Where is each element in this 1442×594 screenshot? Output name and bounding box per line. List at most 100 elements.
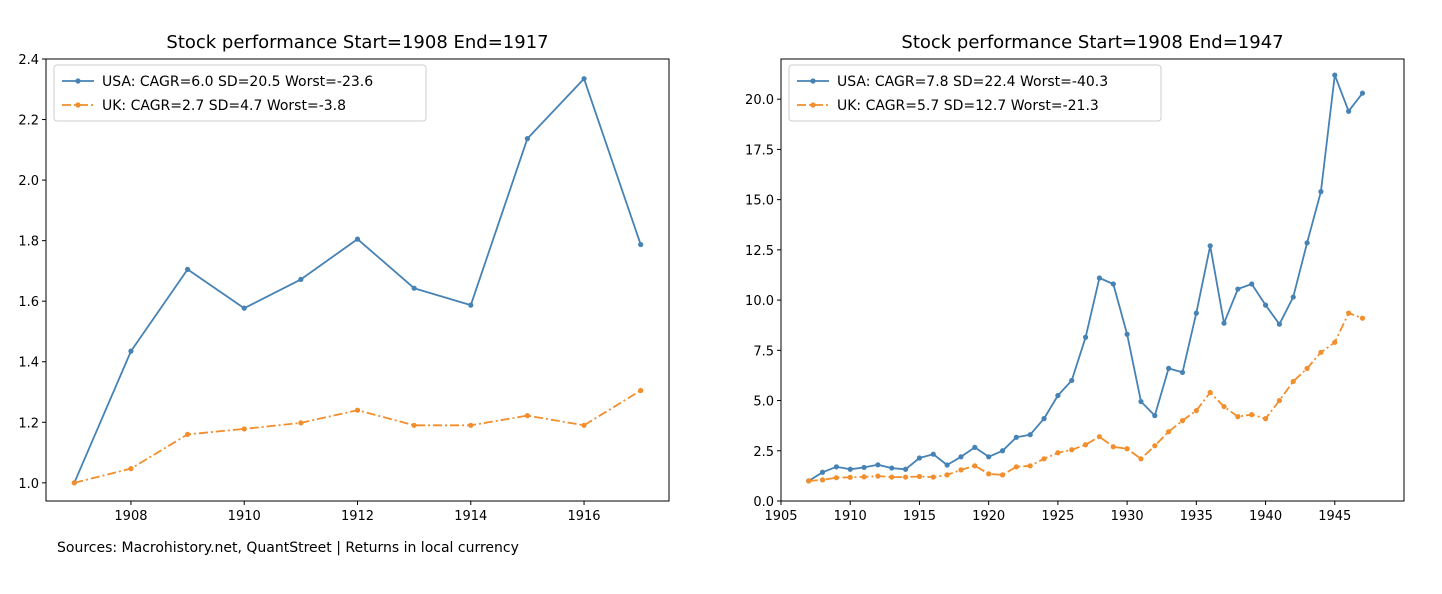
data-point <box>1152 443 1158 449</box>
data-point <box>1152 413 1158 419</box>
data-point <box>354 407 361 413</box>
x-tick-label: 1914 <box>454 509 487 524</box>
data-point <box>1138 456 1144 462</box>
data-point <box>128 348 134 354</box>
x-tick-label: 1912 <box>341 509 374 524</box>
plot-frame <box>780 58 1405 502</box>
data-point <box>1179 369 1186 376</box>
data-point <box>1276 321 1282 327</box>
y-tick-label: 20.0 <box>745 93 774 108</box>
data-point <box>847 474 853 480</box>
legend-marker-1 <box>810 78 816 84</box>
series-line-2 <box>808 312 1363 482</box>
data-point <box>958 467 964 473</box>
plot-frame <box>45 58 670 502</box>
y-tick-label: 2.2 <box>18 114 39 129</box>
data-point <box>411 285 417 291</box>
data-point <box>875 462 881 468</box>
data-point <box>581 422 587 428</box>
data-point <box>1346 310 1352 316</box>
data-point <box>861 474 867 480</box>
chart-2: Stock performance Start=1908 End=1947 190… <box>745 32 1405 524</box>
x-tick-label: 1945 <box>1318 509 1351 524</box>
data-point <box>903 474 909 480</box>
data-point <box>930 451 936 457</box>
data-point <box>1110 444 1116 450</box>
data-point <box>958 454 964 460</box>
data-point <box>903 466 909 472</box>
data-point <box>1304 240 1310 246</box>
y-tick-label: 10.0 <box>745 294 774 309</box>
source-note: Sources: Macrohistory.net, QuantStreet |… <box>57 540 519 556</box>
data-point <box>1082 442 1089 448</box>
data-point <box>889 465 895 471</box>
data-point <box>1332 339 1338 345</box>
data-point <box>944 472 950 478</box>
legend-label-1: USA: CAGR=7.8 SD=22.4 Worst=-40.3 <box>837 74 1108 90</box>
y-tick-label: 1.6 <box>18 295 39 310</box>
data-point <box>1262 416 1269 422</box>
data-point <box>916 473 923 480</box>
data-point <box>1318 189 1324 195</box>
legend-label-2: UK: CAGR=2.7 SD=4.7 Worst=-3.8 <box>102 98 346 114</box>
data-point <box>1249 281 1255 287</box>
data-point <box>972 444 978 450</box>
data-point <box>184 431 191 437</box>
x-tick-label: 1916 <box>567 509 600 524</box>
data-point <box>184 266 191 273</box>
data-point <box>861 464 867 471</box>
data-point <box>1069 447 1075 453</box>
data-point <box>1318 349 1324 355</box>
data-point <box>1027 463 1033 469</box>
data-point <box>1110 281 1116 287</box>
data-point <box>1041 456 1047 462</box>
data-point <box>1207 243 1213 249</box>
data-point <box>833 475 839 481</box>
data-point <box>1207 389 1213 396</box>
y-tick-label: 1.2 <box>18 416 39 431</box>
y-tick-label: 17.5 <box>745 143 774 158</box>
data-point <box>1359 90 1366 96</box>
data-point <box>638 387 644 394</box>
y-tick-label: 1.0 <box>18 477 39 492</box>
data-point <box>71 480 77 486</box>
x-tick-label: 1940 <box>1249 509 1282 524</box>
data-point <box>819 469 826 475</box>
data-point <box>354 236 361 242</box>
data-point <box>819 477 826 483</box>
data-point <box>1332 72 1338 78</box>
y-tick-label: 0.0 <box>753 495 774 510</box>
y-tick-label: 7.5 <box>753 344 774 359</box>
chart-1: Stock performance Start=1908 End=1917 190… <box>18 32 670 524</box>
data-point <box>1262 302 1269 308</box>
data-point <box>833 464 839 470</box>
data-point <box>1359 315 1366 321</box>
data-point <box>916 455 923 461</box>
series-line-2 <box>74 389 642 484</box>
data-point <box>1235 286 1241 292</box>
data-point <box>241 305 247 311</box>
data-point <box>1166 365 1172 371</box>
data-point <box>581 76 587 82</box>
data-point <box>1027 432 1033 438</box>
data-point <box>1055 450 1061 456</box>
data-point <box>806 478 812 484</box>
data-point <box>1193 407 1199 414</box>
y-tick-label: 2.5 <box>753 445 774 460</box>
data-point <box>1235 414 1241 420</box>
data-point <box>1096 275 1103 281</box>
data-point <box>1276 397 1282 404</box>
x-tick-label: 1910 <box>228 509 261 524</box>
legend-label-1: USA: CAGR=6.0 SD=20.5 Worst=-23.6 <box>102 74 373 90</box>
data-point <box>1193 310 1199 316</box>
legend-marker-2 <box>810 102 816 108</box>
data-point <box>986 454 992 460</box>
data-point <box>1290 378 1296 385</box>
data-point <box>986 471 992 477</box>
data-point <box>1290 294 1296 300</box>
x-tick-label: 1935 <box>1180 509 1213 524</box>
data-point <box>1096 434 1103 440</box>
data-point <box>1138 398 1144 405</box>
data-point <box>1221 403 1227 410</box>
